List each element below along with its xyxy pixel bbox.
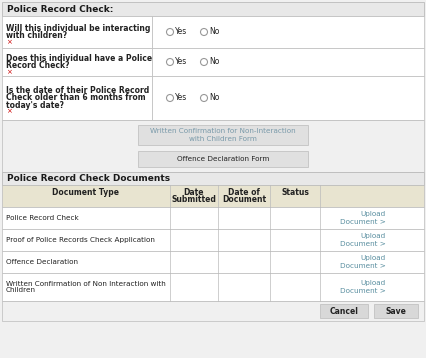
Text: Written Confirmation for Non-Interaction: Written Confirmation for Non-Interaction — [150, 128, 296, 134]
Bar — [2, 16, 152, 48]
Bar — [2, 273, 424, 301]
Bar — [2, 207, 424, 229]
Circle shape — [201, 58, 207, 66]
Bar — [152, 16, 424, 48]
Text: No: No — [209, 93, 219, 102]
Text: Upload: Upload — [361, 280, 386, 286]
Circle shape — [201, 95, 207, 102]
Bar — [2, 2, 424, 16]
Text: Document >: Document > — [340, 219, 386, 225]
Text: Upload: Upload — [361, 211, 386, 217]
Text: Document >: Document > — [340, 263, 386, 269]
Text: Offence Declaration Form: Offence Declaration Form — [177, 156, 269, 162]
Text: Document >: Document > — [340, 288, 386, 294]
Circle shape — [167, 95, 173, 102]
Circle shape — [167, 29, 173, 35]
Text: Police Record Check Documents: Police Record Check Documents — [7, 174, 170, 183]
Text: No: No — [209, 28, 219, 37]
Text: Upload: Upload — [361, 233, 386, 239]
Bar — [2, 301, 424, 321]
Text: with children?: with children? — [6, 31, 67, 40]
Text: today's date?: today's date? — [6, 101, 64, 110]
Text: Document >: Document > — [340, 241, 386, 247]
Bar — [2, 120, 424, 172]
Text: Offence Declaration: Offence Declaration — [6, 259, 78, 265]
Bar — [152, 48, 424, 76]
Text: Yes: Yes — [175, 58, 187, 67]
Text: ×: × — [6, 69, 12, 75]
Text: Yes: Yes — [175, 28, 187, 37]
Text: Document Type: Document Type — [52, 188, 120, 197]
Text: Upload: Upload — [361, 255, 386, 261]
Text: Save: Save — [386, 306, 406, 315]
Text: Submitted: Submitted — [172, 195, 216, 204]
Bar — [138, 151, 308, 167]
Text: Date of: Date of — [228, 188, 260, 197]
Text: Police Record Check: Police Record Check — [6, 215, 79, 221]
Text: Children: Children — [6, 287, 36, 294]
Text: Date: Date — [184, 188, 204, 197]
Bar — [138, 125, 308, 145]
Circle shape — [201, 29, 207, 35]
Text: No: No — [209, 58, 219, 67]
Text: Yes: Yes — [175, 93, 187, 102]
Text: Check older than 6 months from: Check older than 6 months from — [6, 93, 146, 102]
Text: Document: Document — [222, 195, 266, 204]
Text: Record Check?: Record Check? — [6, 61, 69, 70]
Text: Cancel: Cancel — [330, 306, 358, 315]
Bar — [2, 185, 424, 207]
Text: Status: Status — [281, 188, 309, 197]
Bar — [152, 76, 424, 120]
Bar — [374, 304, 418, 318]
Bar — [2, 76, 152, 120]
Bar — [2, 172, 424, 185]
Text: ×: × — [6, 39, 12, 45]
Text: ×: × — [6, 108, 12, 115]
Text: Is the date of their Police Record: Is the date of their Police Record — [6, 86, 149, 95]
Bar — [2, 229, 424, 251]
Bar — [2, 251, 424, 273]
Text: with Children Form: with Children Form — [189, 136, 257, 142]
Text: Proof of Police Records Check Application: Proof of Police Records Check Applicatio… — [6, 237, 155, 243]
Bar — [2, 48, 152, 76]
Circle shape — [167, 58, 173, 66]
Text: Will this individual be interacting: Will this individual be interacting — [6, 24, 150, 33]
Text: Police Record Check:: Police Record Check: — [7, 5, 113, 14]
Text: Written Confirmation of Non Interaction with: Written Confirmation of Non Interaction … — [6, 281, 166, 286]
Text: Does this individual have a Police: Does this individual have a Police — [6, 54, 152, 63]
Bar — [320, 304, 368, 318]
